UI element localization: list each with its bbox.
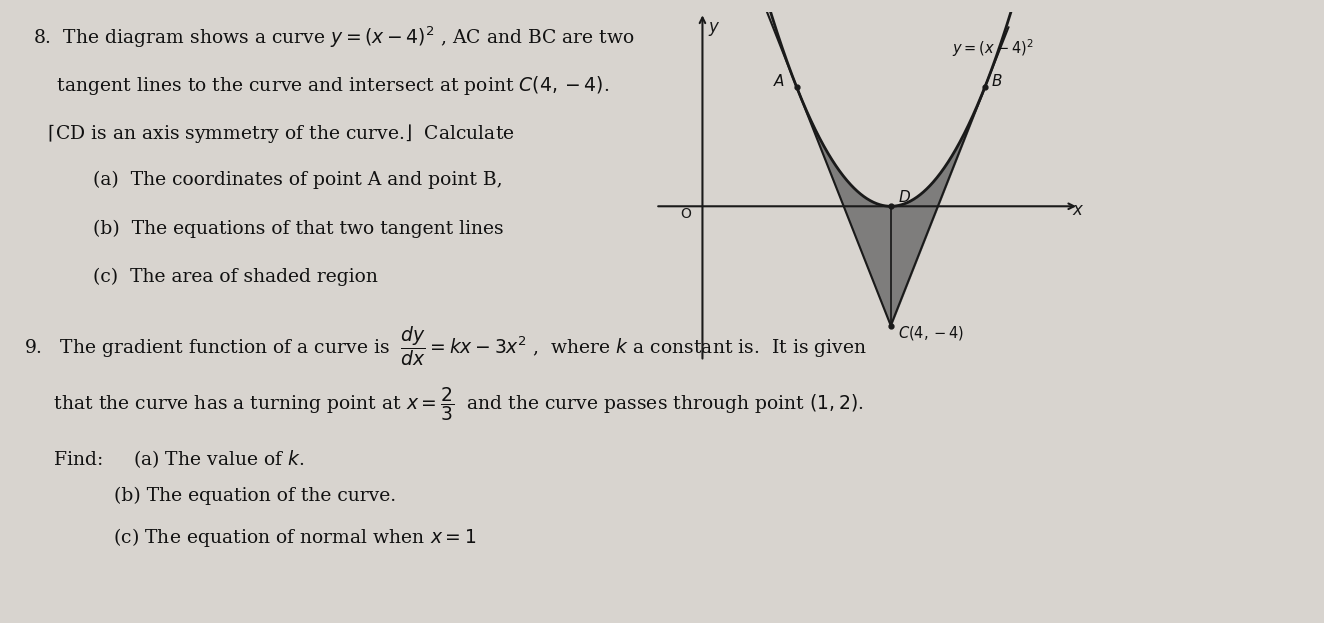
- Text: $y$: $y$: [708, 20, 720, 38]
- Text: $A$: $A$: [773, 72, 785, 88]
- Text: 9.   The gradient function of a curve is  $\dfrac{dy}{dx} = kx - 3x^2$ ,  where : 9. The gradient function of a curve is $…: [24, 324, 867, 368]
- Text: tangent lines to the curve and intersect at point $C(4,-4)$.: tangent lines to the curve and intersect…: [33, 74, 609, 97]
- Text: (a)  The coordinates of point A and point B,: (a) The coordinates of point A and point…: [93, 171, 502, 189]
- Text: (b)  The equations of that two tangent lines: (b) The equations of that two tangent li…: [93, 219, 503, 237]
- Text: O: O: [679, 207, 691, 221]
- Text: that the curve has a turning point at $x = \dfrac{2}{3}$  and the curve passes t: that the curve has a turning point at $x…: [24, 385, 863, 422]
- Text: $D$: $D$: [898, 189, 911, 205]
- Text: $y = (x - 4)^2$: $y = (x - 4)^2$: [952, 37, 1034, 59]
- Text: $B$: $B$: [990, 72, 1002, 88]
- Text: $\lceil$CD is an axis symmetry of the curve.$\rfloor$  Calculate: $\lceil$CD is an axis symmetry of the cu…: [24, 122, 515, 145]
- Text: (c) The equation of normal when $x = 1$: (c) The equation of normal when $x = 1$: [24, 526, 477, 549]
- Text: $C (4, -4)$: $C (4, -4)$: [898, 324, 964, 342]
- Text: Find:     (a) The value of $k$.: Find: (a) The value of $k$.: [24, 448, 305, 470]
- Text: (c)  The area of shaded region: (c) The area of shaded region: [93, 268, 377, 286]
- Text: $x$: $x$: [1072, 201, 1084, 219]
- Text: (b) The equation of the curve.: (b) The equation of the curve.: [24, 487, 396, 505]
- Text: 8.  The diagram shows a curve $y = (x - 4)^2$ , AC and BC are two: 8. The diagram shows a curve $y = (x - 4…: [33, 25, 634, 50]
